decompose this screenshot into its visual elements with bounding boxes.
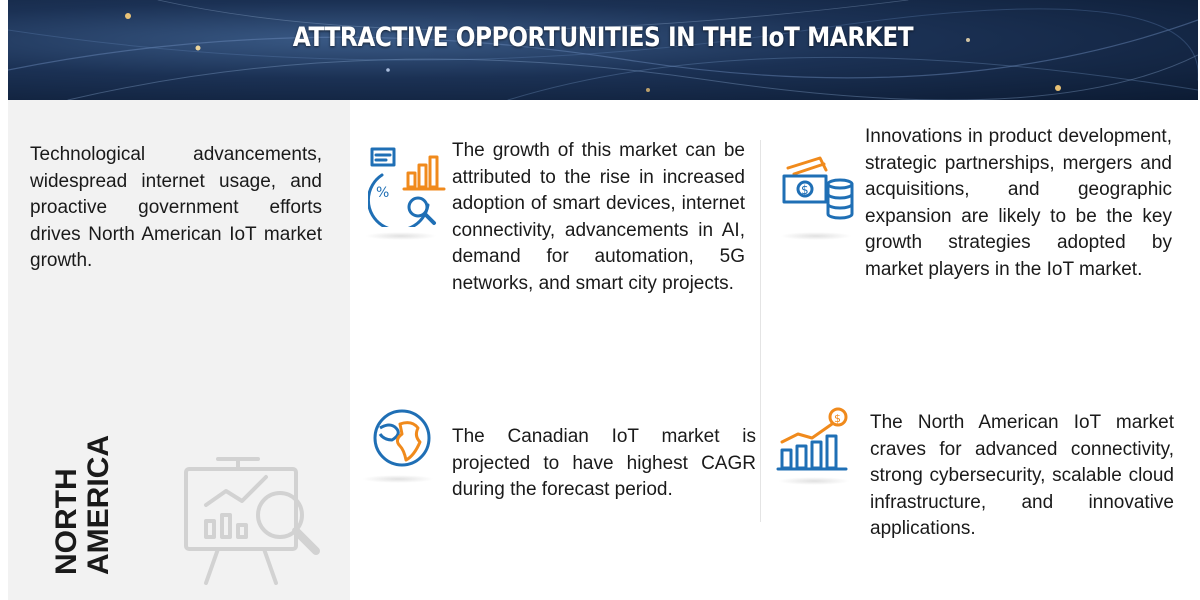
banner-title: ATTRACTIVE OPPORTUNITIES IN THE IoT MARK…	[292, 22, 914, 53]
icon-shadow	[778, 477, 850, 485]
region-label: NORTH AMERICA	[42, 435, 132, 575]
growth-strategies-text: Innovations in product development, stra…	[865, 126, 1172, 280]
region-label-north: NORTH	[50, 468, 83, 575]
svg-text:%: %	[376, 185, 389, 201]
canada-cagr-text: The Canadian IoT market is projected to …	[452, 426, 756, 500]
presentation-analytics-icon	[184, 457, 320, 585]
svg-text:$: $	[801, 183, 809, 197]
icon-shadow	[780, 232, 852, 240]
growth-analytics-icon: %	[368, 147, 446, 227]
icon-shadow	[362, 475, 434, 483]
icon-shadow	[365, 232, 437, 240]
column-divider	[760, 140, 761, 522]
left-summary-panel: Technological advancements, widespread i…	[8, 100, 350, 600]
market-needs-text: The North American IoT market craves for…	[870, 412, 1174, 539]
svg-text:$: $	[834, 412, 841, 425]
money-coins-icon: $	[782, 156, 854, 220]
summary-text: Technological advancements, widespread i…	[30, 144, 322, 271]
globe-icon	[373, 409, 431, 467]
growth-drivers-text: The growth of this market can be attribu…	[452, 140, 745, 294]
header-banner: ATTRACTIVE OPPORTUNITIES IN THE IoT MARK…	[8, 0, 1198, 100]
rising-bar-chart-icon: $	[776, 407, 848, 471]
banner-background-lights	[8, 0, 1198, 100]
region-label-america: AMERICA	[82, 435, 115, 575]
